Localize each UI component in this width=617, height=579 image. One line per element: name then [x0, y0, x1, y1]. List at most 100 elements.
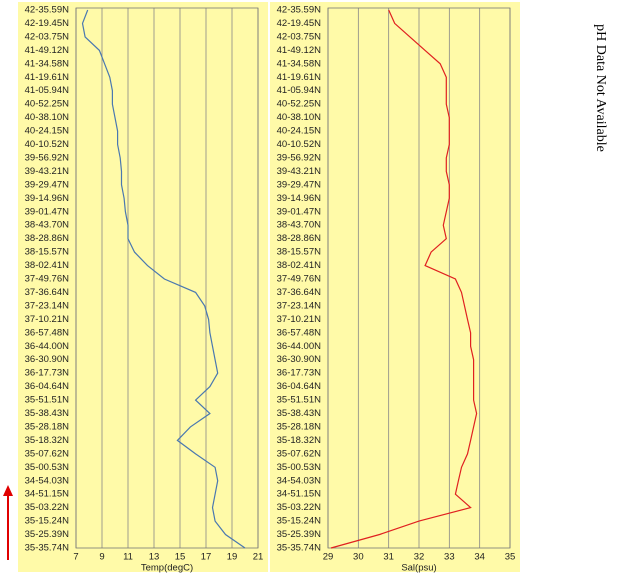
x-tick-label: 29: [323, 552, 334, 563]
data-line: [81, 9, 246, 549]
y-tick-label: 41-34.58N: [25, 58, 70, 69]
y-tick-label: 41-05.94N: [277, 85, 322, 96]
y-tick-label: 35-25.39N: [25, 529, 70, 540]
y-tick-label: 35-28.18N: [277, 421, 322, 432]
y-tick-label: 40-38.10N: [277, 112, 322, 123]
y-tick-label: 39-56.92N: [277, 152, 322, 163]
y-tick-label: 37-36.64N: [25, 287, 70, 298]
y-tick-label: 35-00.53N: [277, 462, 322, 473]
y-tick-label: 36-17.73N: [277, 368, 322, 379]
annotation: pH Data Not Available: [593, 24, 608, 152]
data-line: [330, 9, 478, 549]
x-tick-label: 32: [414, 552, 425, 563]
y-tick-label: 39-14.96N: [25, 193, 70, 204]
y-tick-label: 35-51.51N: [25, 395, 70, 406]
y-tick-label: 34-51.15N: [25, 489, 70, 500]
y-tick-label: 38-15.57N: [277, 247, 322, 258]
y-tick-label: 35-03.22N: [25, 502, 70, 513]
y-tick-label: 37-49.76N: [25, 274, 70, 285]
y-tick-label: 40-38.10N: [25, 112, 70, 123]
y-tick-label: 36-57.48N: [25, 327, 70, 338]
y-tick-label: 42-35.59N: [25, 5, 70, 16]
y-tick-label: 39-01.47N: [25, 206, 70, 217]
y-tick-label: 35-15.24N: [277, 516, 322, 527]
x-tick-label: 11: [123, 552, 133, 563]
x-tick-label: 30: [353, 552, 364, 563]
y-tick-label: 37-10.21N: [25, 314, 70, 325]
y-tick-label: 39-01.47N: [277, 206, 322, 217]
y-tick-label: 38-43.70N: [25, 220, 70, 231]
y-tick-label: 35-18.32N: [25, 435, 70, 446]
y-tick-label: 41-19.61N: [277, 72, 322, 83]
y-tick-label: 36-04.64N: [277, 381, 322, 392]
y-tick-label: 37-23.14N: [25, 300, 70, 311]
x-tick-label: 13: [149, 552, 160, 563]
y-tick-label: 37-36.64N: [277, 287, 322, 298]
y-tick-label: 37-10.21N: [277, 314, 322, 325]
y-tick-label: 40-52.25N: [277, 99, 322, 110]
y-tick-label: 40-52.25N: [25, 99, 70, 110]
y-tick-label: 40-24.15N: [25, 126, 70, 137]
plot-frame: [327, 7, 511, 549]
y-tick-label: 39-29.47N: [25, 179, 70, 190]
x-tick-label: 34: [474, 552, 485, 563]
x-tick-label: 31: [383, 552, 394, 563]
y-tick-label: 36-30.90N: [277, 354, 322, 365]
x-tick-label: 19: [227, 552, 238, 563]
x-axis-label: Sal(psu): [401, 563, 436, 574]
y-tick-label: 35-00.53N: [25, 462, 70, 473]
y-tick-label: 34-54.03N: [277, 475, 322, 486]
y-tick-label: 37-49.76N: [277, 274, 322, 285]
y-tick-label: 41-49.12N: [25, 45, 70, 56]
x-tick-label: 15: [175, 552, 186, 563]
x-tick-label: 33: [444, 552, 455, 563]
y-tick-label: 36-44.00N: [25, 341, 70, 352]
y-tick-label: 39-43.21N: [25, 166, 70, 177]
y-tick-label: 39-43.21N: [277, 166, 322, 177]
y-tick-label: 35-38.43N: [277, 408, 322, 419]
y-tick-label: 38-43.70N: [277, 220, 322, 231]
panel-background: [270, 2, 520, 572]
x-axis-label: Temp(degC): [141, 563, 193, 574]
y-tick-label: 35-07.62N: [277, 448, 322, 459]
y-tick-label: 38-02.41N: [25, 260, 70, 271]
y-tick-label: 35-35.74N: [25, 543, 70, 554]
y-tick-label: 36-17.73N: [25, 368, 70, 379]
y-tick-label: 41-34.58N: [277, 58, 322, 69]
y-tick-label: 35-03.22N: [277, 502, 322, 513]
y-tick-label: 41-19.61N: [25, 72, 70, 83]
x-tick-label: 35: [505, 552, 516, 563]
y-tick-label: 35-28.18N: [25, 421, 70, 432]
y-tick-label: 39-56.92N: [25, 152, 70, 163]
y-tick-label: 40-24.15N: [277, 126, 322, 137]
y-tick-label: 36-30.90N: [25, 354, 70, 365]
y-tick-label: 36-04.64N: [25, 381, 70, 392]
y-tick-label: 42-19.45N: [25, 18, 70, 29]
y-tick-label: 41-05.94N: [25, 85, 70, 96]
y-tick-label: 39-29.47N: [277, 179, 322, 190]
y-tick-label: 42-19.45N: [277, 18, 322, 29]
y-tick-label: 35-35.74N: [277, 543, 322, 554]
y-tick-label: 35-18.32N: [277, 435, 322, 446]
y-tick-label: 38-02.41N: [277, 260, 322, 271]
y-tick-label: 36-57.48N: [277, 327, 322, 338]
x-tick-label: 17: [201, 552, 212, 563]
panel-background: [18, 2, 268, 572]
y-tick-label: 42-35.59N: [277, 5, 322, 16]
arrow: [3, 485, 13, 560]
x-tick-label: 7: [73, 552, 78, 563]
y-tick-label: 42-03.75N: [25, 31, 70, 42]
y-tick-label: 35-25.39N: [277, 529, 322, 540]
y-tick-label: 41-49.12N: [277, 45, 322, 56]
y-tick-label: 38-15.57N: [25, 247, 70, 258]
y-tick-label: 38-28.86N: [25, 233, 70, 244]
y-tick-label: 38-28.86N: [277, 233, 322, 244]
y-tick-label: 40-10.52N: [25, 139, 70, 150]
y-tick-label: 36-44.00N: [277, 341, 322, 352]
y-tick-label: 37-23.14N: [277, 300, 322, 311]
y-tick-label: 35-38.43N: [25, 408, 70, 419]
y-tick-label: 42-03.75N: [277, 31, 322, 42]
x-tick-label: 21: [253, 552, 264, 563]
y-tick-label: 34-54.03N: [25, 475, 70, 486]
